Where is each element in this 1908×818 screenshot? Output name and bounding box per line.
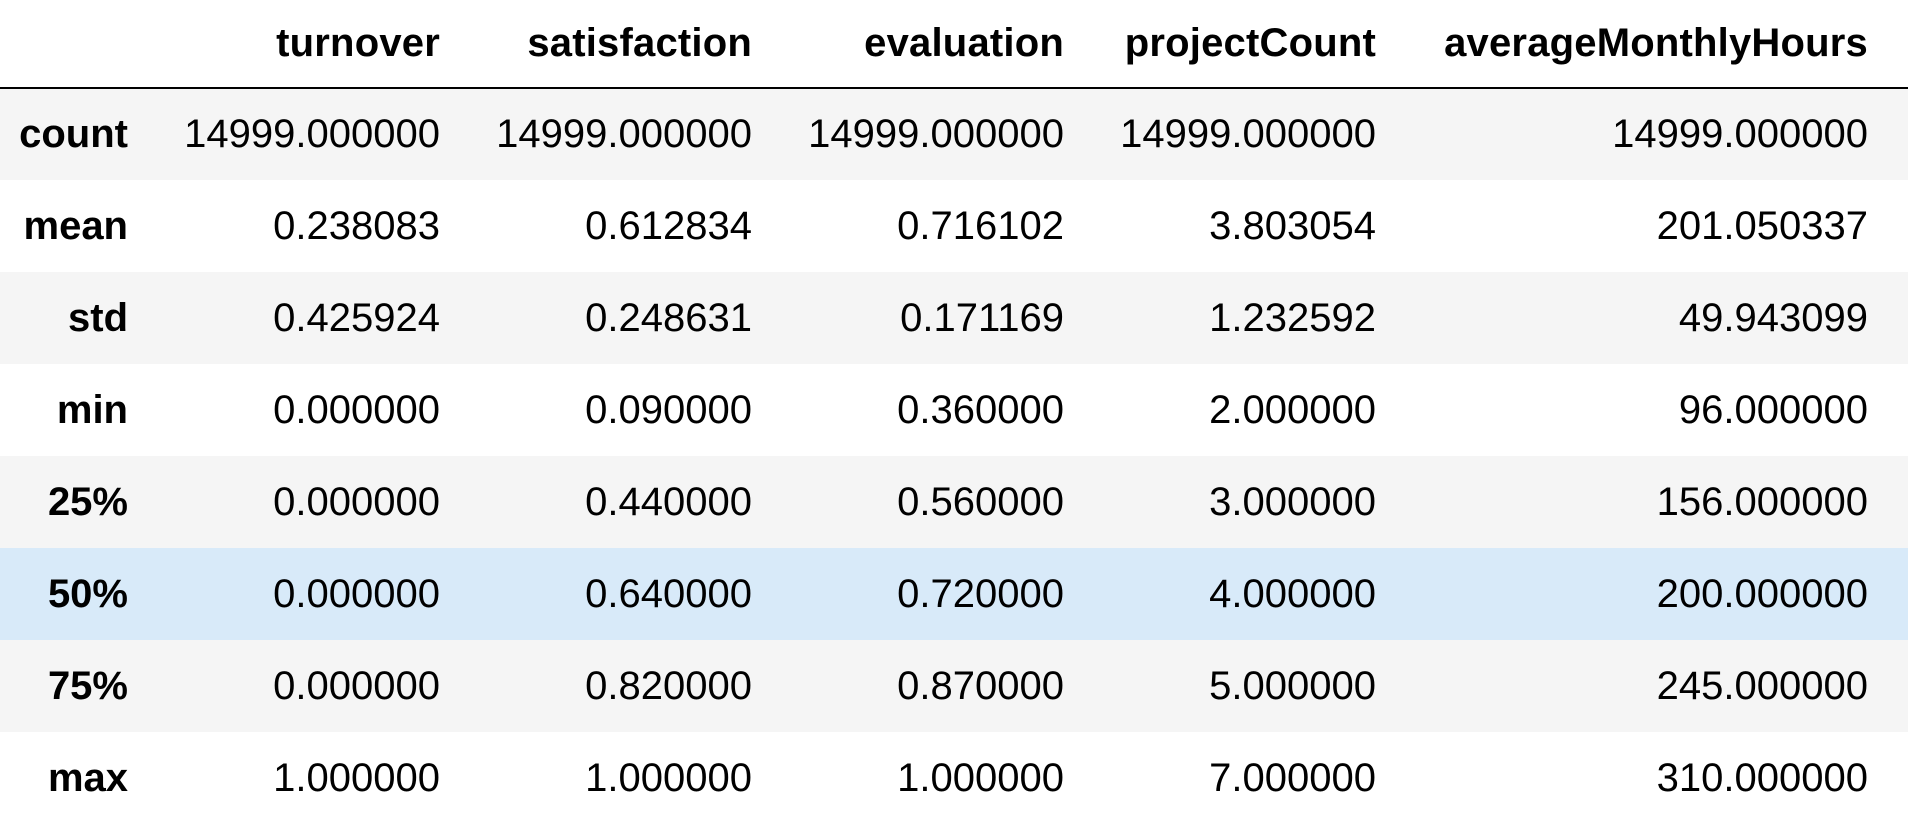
table-row: max 1.000000 1.000000 1.000000 7.000000 … <box>0 732 1908 818</box>
table-cell: 0.000000 <box>273 571 440 616</box>
table-row-highlighted: 50% 0.000000 0.640000 0.720000 4.000000 … <box>0 548 1908 640</box>
table-cell: 0.440000 <box>585 479 752 524</box>
row-label: std <box>68 295 128 340</box>
table-cell: 200.000000 <box>1656 571 1868 616</box>
table-cell: 0.000000 <box>273 663 440 708</box>
table-cell: 96.000000 <box>1678 387 1868 432</box>
row-label: 50% <box>47 571 128 616</box>
table-cell: 0.238083 <box>273 203 440 248</box>
row-label: max <box>47 755 128 800</box>
table-cell: 0.820000 <box>585 663 752 708</box>
table-cell: 0.870000 <box>897 663 1064 708</box>
column-header-averagemonthlyhours: averageMonthlyHours <box>1444 21 1868 65</box>
table-cell: 245.000000 <box>1656 663 1868 708</box>
table-row: 75% 0.000000 0.820000 0.870000 5.000000 … <box>0 640 1908 732</box>
table-row: min 0.000000 0.090000 0.360000 2.000000 … <box>0 364 1908 456</box>
table-cell: 0.560000 <box>897 479 1064 524</box>
table-cell: 0.248631 <box>585 295 752 340</box>
table-row: mean 0.238083 0.612834 0.716102 3.803054… <box>0 180 1908 272</box>
table-cell: 14999.000000 <box>184 112 440 156</box>
table-cell: 7.000000 <box>1209 755 1376 800</box>
table-cell: 0.716102 <box>897 203 1064 248</box>
table-cell: 310.000000 <box>1656 755 1868 800</box>
table-row: std 0.425924 0.248631 0.171169 1.232592 … <box>0 272 1908 364</box>
table-cell: 156.000000 <box>1656 479 1868 524</box>
table-header-row: turnover satisfaction evaluation project… <box>0 0 1908 88</box>
table-cell: 0.000000 <box>273 479 440 524</box>
column-header-turnover: turnover <box>276 21 440 65</box>
column-header-projectcount: projectCount <box>1124 21 1376 65</box>
row-label: count <box>19 112 128 156</box>
index-header-blank <box>0 0 152 88</box>
row-label: 75% <box>47 663 128 708</box>
table-cell: 14999.000000 <box>1612 112 1868 156</box>
table-cell: 0.360000 <box>897 387 1064 432</box>
table-cell: 14999.000000 <box>808 112 1064 156</box>
table-cell: 49.943099 <box>1678 295 1868 340</box>
table-cell: 201.050337 <box>1656 203 1868 248</box>
table-cell: 14999.000000 <box>496 112 752 156</box>
table-cell: 1.000000 <box>897 755 1064 800</box>
table-cell: 0.090000 <box>585 387 752 432</box>
table-cell: 4.000000 <box>1209 571 1376 616</box>
table-cell: 14999.000000 <box>1120 112 1376 156</box>
table-row: count 14999.000000 14999.000000 14999.00… <box>0 88 1908 180</box>
table-row: 25% 0.000000 0.440000 0.560000 3.000000 … <box>0 456 1908 548</box>
column-header-satisfaction: satisfaction <box>527 21 752 65</box>
table-cell: 0.425924 <box>273 295 440 340</box>
table-cell: 3.803054 <box>1209 203 1376 248</box>
table-cell: 0.171169 <box>900 295 1064 340</box>
table-cell: 0.640000 <box>585 571 752 616</box>
column-header-evaluation: evaluation <box>864 21 1064 65</box>
table-cell: 1.232592 <box>1209 295 1376 340</box>
table-cell: 0.612834 <box>585 203 752 248</box>
table-cell: 3.000000 <box>1209 479 1376 524</box>
row-label: min <box>56 387 128 432</box>
table-cell: 1.000000 <box>273 755 440 800</box>
table-cell: 0.000000 <box>273 387 440 432</box>
table-cell: 5.000000 <box>1209 663 1376 708</box>
table-cell: 2.000000 <box>1209 387 1376 432</box>
row-label: 25% <box>47 479 128 524</box>
table-cell: 0.720000 <box>897 571 1064 616</box>
table-cell: 1.000000 <box>585 755 752 800</box>
row-label: mean <box>23 203 129 248</box>
